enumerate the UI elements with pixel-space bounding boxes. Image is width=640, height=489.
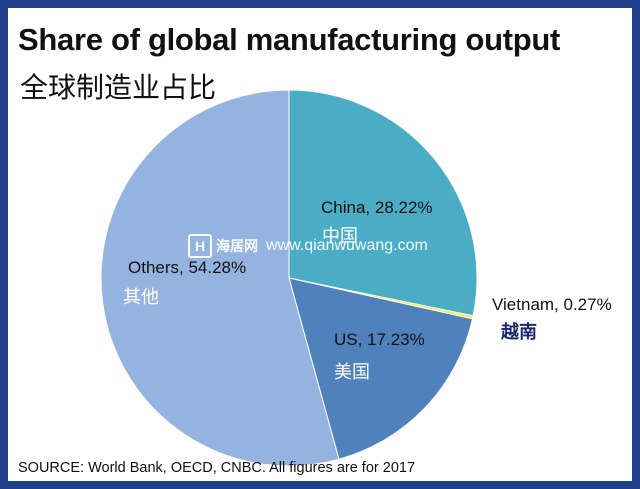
label-vietnam: Vietnam, 0.27% [492, 295, 612, 314]
chart-subtitle-cn: 全球制造业占比 [20, 71, 217, 104]
label-china: China, 28.22% [321, 198, 433, 217]
chart-title: Share of global manufacturing output [18, 22, 561, 57]
watermark-url: www.qianwuwang.com [266, 237, 428, 254]
label-us: US, 17.23% [334, 330, 425, 349]
label-china-cn: 中国 [322, 226, 358, 247]
label-us-cn: 美国 [334, 362, 370, 383]
watermark: H 海居网 www.qianwuwang.com [188, 234, 428, 258]
pie-slice-us [288, 277, 474, 460]
watermark-brand: 海居网 [216, 238, 258, 254]
pie-slice-china [288, 89, 478, 317]
label-vietnam-cn: 越南 [501, 322, 537, 343]
pie-slice-others [100, 89, 340, 467]
pie-chart [100, 89, 478, 467]
label-others-cn: 其他 [123, 287, 159, 308]
label-others: Others, 54.28% [128, 258, 247, 277]
watermark-logo-icon: H [188, 234, 212, 258]
chart-panel: Share of global manufacturing output 全球制… [8, 8, 632, 481]
pie-slices [100, 89, 478, 467]
source-note: SOURCE: World Bank, OECD, CNBC. All figu… [18, 460, 416, 476]
